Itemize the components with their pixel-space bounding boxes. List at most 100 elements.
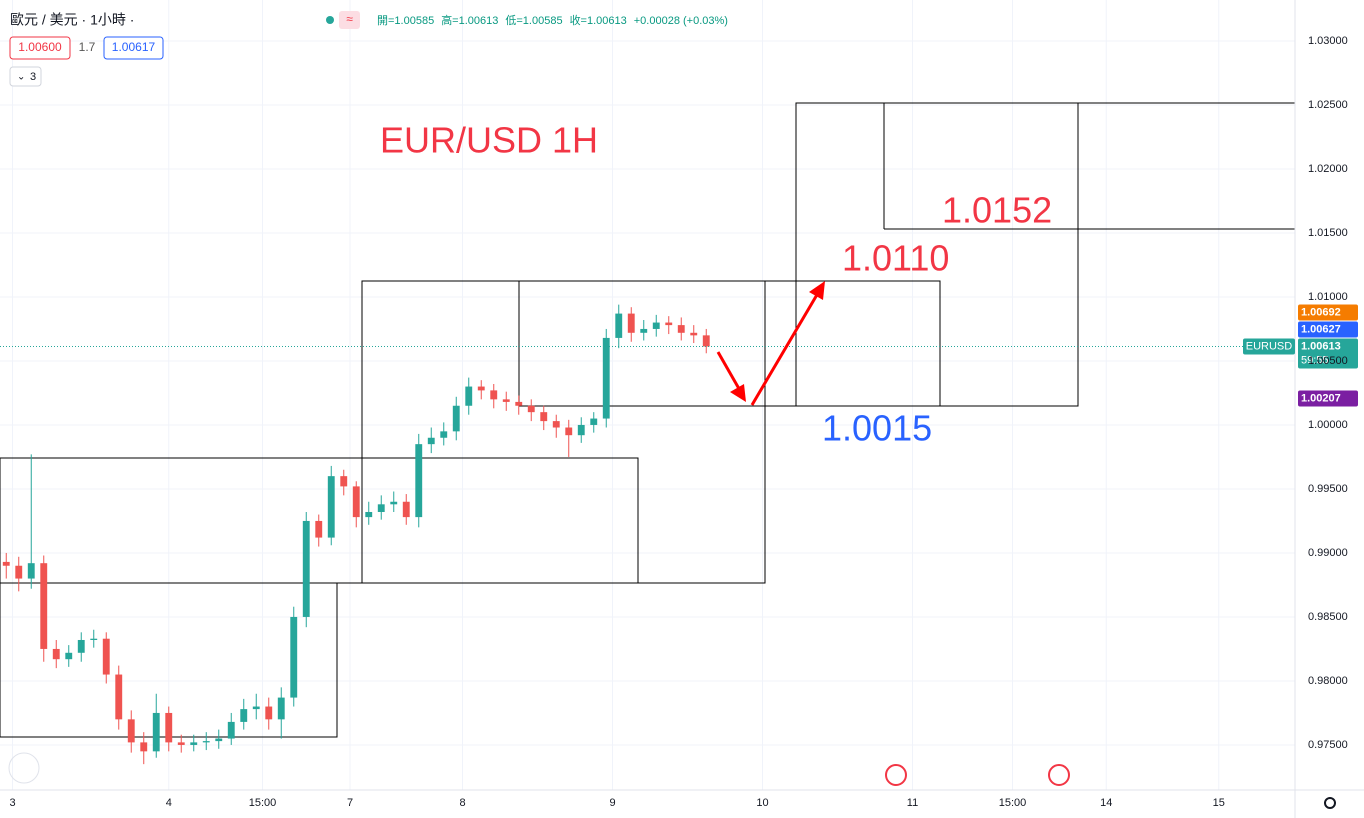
candle-body: [252, 706, 260, 710]
candle-body: [165, 712, 173, 743]
candle-body: [215, 738, 223, 742]
indicator-toggle[interactable]: [9, 66, 42, 87]
price-tag-label: 1.00692: [1301, 306, 1341, 318]
candle-body: [627, 313, 635, 333]
chevron: ⌄: [17, 72, 25, 83]
candle-body: [490, 390, 498, 400]
x-tick-label: 9: [609, 797, 615, 809]
arrow-head: [730, 384, 746, 402]
y-tick-label: 1.00500: [1308, 355, 1348, 367]
candle-body: [515, 401, 523, 406]
y-tick-label: 0.97500: [1308, 739, 1348, 751]
candle-body: [477, 386, 485, 391]
candle-body: [315, 520, 323, 538]
price-tag: [1298, 321, 1358, 338]
candle-body: [602, 337, 610, 419]
drawings: [0, 102, 1295, 738]
ohlc-item: +0.00028 (+0.03%): [634, 15, 728, 27]
bid: 1.00600: [18, 40, 62, 54]
symbol-tag-label: EURUSD: [1246, 340, 1293, 352]
event-flag[interactable]: [885, 764, 907, 786]
candle-body: [340, 476, 348, 487]
candle-body: [577, 424, 585, 436]
grid: [0, 0, 1295, 790]
candle-body: [427, 437, 435, 445]
badge: [339, 11, 360, 29]
candle-body: [40, 563, 48, 649]
y-tick-label: 0.98000: [1308, 675, 1348, 687]
y-tick-label: 0.98500: [1308, 611, 1348, 623]
candle-body: [527, 405, 535, 413]
ohlc-item: 開=1.00585: [377, 14, 434, 27]
ohlc: 開=1.00585 高=1.00613 低=1.00585 收=1.00613 +0.0…: [377, 13, 728, 27]
candle-body: [302, 520, 310, 617]
price-tag-label: 1.00627: [1301, 323, 1341, 335]
y-tick-label: 1.00000: [1308, 419, 1348, 431]
x-tick-label: 14: [1100, 797, 1112, 809]
candle-body: [102, 638, 110, 675]
y-tick-label: 1.01500: [1308, 227, 1348, 239]
candle-body: [565, 427, 573, 436]
x-tick-label: 7: [347, 797, 353, 809]
price-tag-label: 1.00207: [1301, 392, 1341, 404]
price-tag: [1298, 304, 1358, 321]
candle-body: [277, 697, 285, 720]
x-tick-label: 11: [907, 797, 918, 809]
candle-body: [65, 652, 73, 660]
ask: 1.00617: [112, 40, 156, 54]
countdown: 59:55: [1301, 354, 1329, 366]
arrow: [716, 351, 744, 395]
bid-box[interactable]: [9, 36, 71, 60]
arrows: [716, 281, 825, 406]
symbol: 歐元 / 美元 · 1小時 ·: [10, 12, 134, 28]
candle-body: [365, 511, 373, 518]
candle-body: [27, 563, 35, 579]
candle-body: [90, 638, 98, 640]
annotation: 1.0152: [942, 190, 1052, 231]
candle-body: [2, 561, 10, 566]
arrow: [750, 292, 820, 406]
candle-body: [465, 386, 473, 406]
zone-box: [361, 280, 766, 584]
settings[interactable]: [1324, 797, 1336, 809]
x-tick-label: 3: [9, 797, 15, 809]
candle-body: [590, 418, 598, 425]
candle-body: [690, 332, 698, 336]
candle-body: [702, 335, 710, 347]
ask-box[interactable]: [103, 36, 164, 60]
candle-body: [327, 476, 335, 538]
y-tick-label: 1.01000: [1308, 291, 1348, 303]
symbol-tag: [1243, 338, 1295, 355]
candle-body: [77, 639, 85, 653]
x-tick-label: 8: [459, 797, 465, 809]
indicator-count: 3: [30, 71, 36, 83]
price-tag: [1298, 390, 1358, 407]
candle-body: [227, 721, 235, 739]
candle-body: [352, 486, 360, 518]
annotation: 1.0110: [842, 238, 949, 279]
candle-body: [240, 709, 248, 722]
candle-body: [540, 412, 548, 422]
status-dot: [326, 16, 334, 24]
candle-body: [290, 616, 298, 698]
candle-body: [665, 322, 673, 326]
candle-body: [640, 328, 648, 333]
candle-body: [452, 405, 460, 432]
zone-box: [518, 280, 941, 407]
candle-body: [190, 742, 198, 745]
candle-body: [127, 719, 135, 743]
price-labels: 1.00627 1.00692 1.00207 1.00613 59:55 EURUSD: [1243, 304, 1358, 407]
candle-body: [177, 742, 185, 745]
badge-icon: ≈: [346, 12, 353, 26]
candle-body: [202, 741, 210, 743]
annotation: 1.0015: [822, 408, 932, 449]
event-flag[interactable]: [1048, 764, 1070, 786]
price-tag: [1298, 338, 1358, 369]
ohlc-item: 收=1.00613: [570, 13, 627, 27]
logo: [8, 752, 40, 784]
candle-body: [440, 431, 448, 438]
candle-body: [415, 444, 423, 518]
x-tick-label: 10: [756, 797, 768, 809]
candle-body: [152, 712, 160, 752]
